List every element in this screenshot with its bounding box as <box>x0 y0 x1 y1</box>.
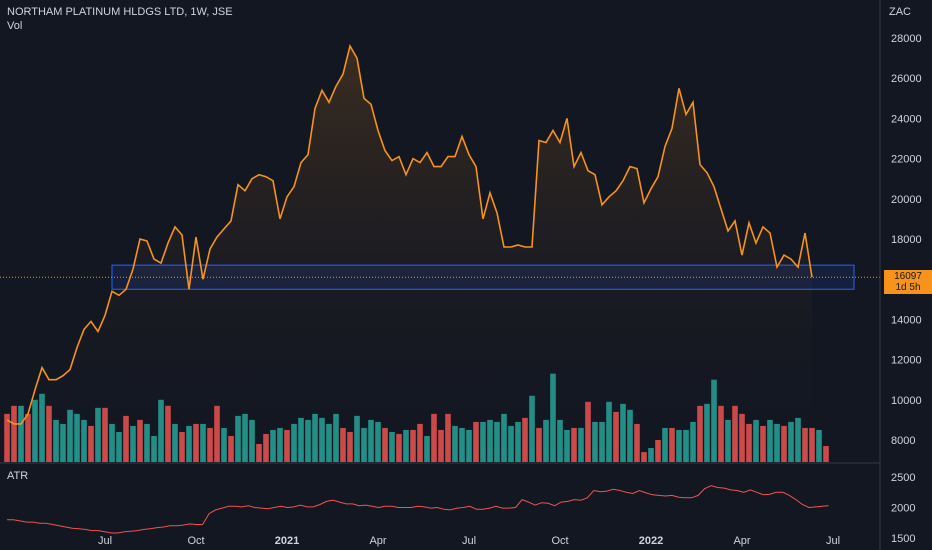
time-tick-label: 2021 <box>275 535 299 547</box>
price-tick-label: 14000 <box>891 314 922 326</box>
volume-label[interactable]: Vol <box>7 20 23 32</box>
price-tick-label: 22000 <box>891 154 922 166</box>
price-tick-label: 26000 <box>891 73 922 85</box>
price-tick-label: 10000 <box>891 395 922 407</box>
volume-bar <box>4 413 10 462</box>
price-tick-label: 12000 <box>891 355 922 367</box>
price-tick-label: 24000 <box>891 113 922 125</box>
time-tick-label: Apr <box>733 535 750 547</box>
price-area-fill <box>7 46 812 462</box>
price-tick-label: 20000 <box>891 194 922 206</box>
time-tick-label: Oct <box>187 535 204 547</box>
price-axis[interactable]: 8000100001200014000160001800020000220002… <box>891 33 922 447</box>
time-tick-label: 2022 <box>639 535 663 547</box>
price-tick-label: 28000 <box>891 33 922 45</box>
currency-label: ZAC <box>889 6 911 18</box>
atr-tick-label: 2000 <box>891 503 915 515</box>
volume-bar <box>823 446 829 462</box>
atr-line <box>7 485 829 534</box>
atr-axis[interactable]: 1500 2000 2500 <box>891 472 915 545</box>
time-tick-label: Jul <box>98 535 112 547</box>
volume-bar <box>816 429 822 462</box>
atr-tick-label: 2500 <box>891 472 915 484</box>
atr-tick-label: 1500 <box>891 533 915 545</box>
last-price-tag: 16097 1d 5h <box>884 270 932 294</box>
price-tick-label: 8000 <box>891 435 915 447</box>
symbol-title[interactable]: NORTHAM PLATINUM HLDGS LTD, 1W, JSE <box>7 6 233 18</box>
price-tick-label: 18000 <box>891 234 922 246</box>
atr-label[interactable]: ATR <box>7 470 29 482</box>
time-axis[interactable]: Jul Oct 2021 Apr Jul Oct 2022 Apr Jul <box>98 535 840 547</box>
time-tick-label: Apr <box>369 535 386 547</box>
bar-countdown: 1d 5h <box>895 282 921 293</box>
last-price-value: 16097 <box>894 271 922 282</box>
time-tick-label: Jul <box>462 535 476 547</box>
price-line[interactable] <box>6 43 813 425</box>
time-tick-label: Oct <box>551 535 568 547</box>
time-tick-label: Jul <box>826 535 840 547</box>
